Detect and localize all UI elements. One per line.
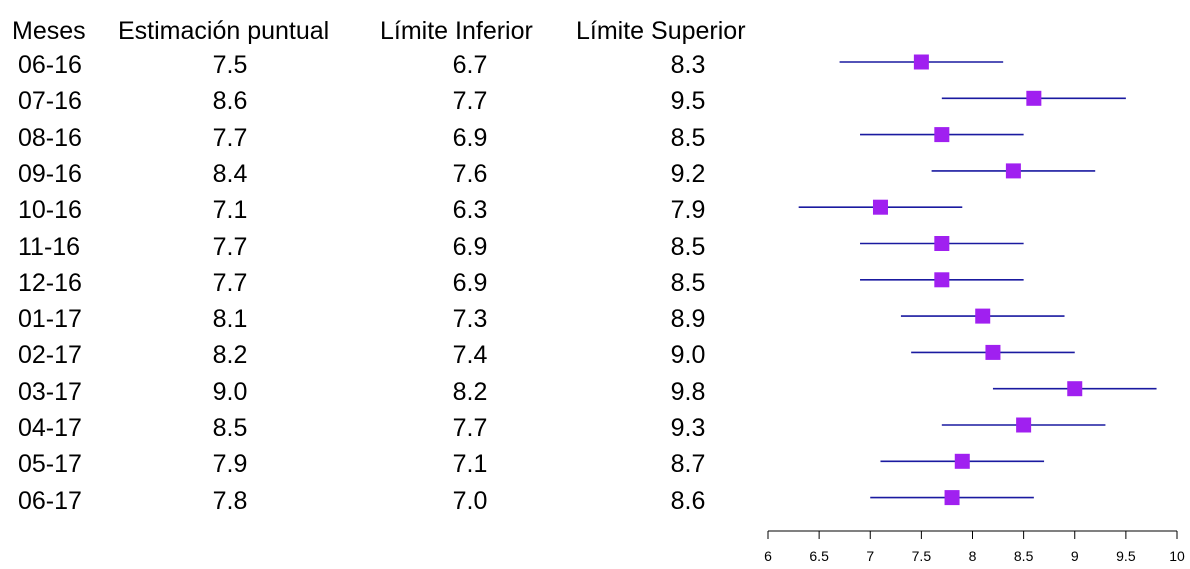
header-lower-limit: Límite Inferior bbox=[380, 17, 533, 45]
row-lower-limit: 6.7 bbox=[452, 51, 488, 79]
row-lower-limit: 7.4 bbox=[452, 341, 488, 369]
row-upper-limit: 8.5 bbox=[670, 233, 706, 261]
row-point-estimate: 7.8 bbox=[212, 487, 248, 515]
row-month: 09-16 bbox=[18, 160, 82, 188]
x-tick-label: 6 bbox=[764, 548, 772, 564]
row-month: 05-17 bbox=[18, 450, 82, 478]
x-tick-label: 9 bbox=[1071, 548, 1079, 564]
header-months: Meses bbox=[12, 17, 86, 45]
row-point-estimate: 7.5 bbox=[212, 51, 248, 79]
point-estimate-marker bbox=[913, 54, 929, 70]
row-lower-limit: 7.7 bbox=[452, 87, 488, 115]
point-estimate-marker bbox=[872, 199, 888, 215]
row-month: 03-17 bbox=[18, 378, 82, 406]
x-tick-label: 7.5 bbox=[912, 548, 932, 564]
row-lower-limit: 6.3 bbox=[452, 196, 488, 224]
row-upper-limit: 8.5 bbox=[670, 124, 706, 152]
row-month: 12-16 bbox=[18, 269, 82, 297]
point-estimate-marker bbox=[1005, 163, 1021, 179]
row-month: 10-16 bbox=[18, 196, 82, 224]
x-tick-label: 7 bbox=[866, 548, 874, 564]
forest-marks bbox=[798, 54, 1157, 506]
row-upper-limit: 9.2 bbox=[670, 160, 706, 188]
x-axis: 6 6.5 7 7.5 8 8.5 9 9.5 10 bbox=[764, 530, 1185, 564]
row-point-estimate: 7.7 bbox=[212, 269, 248, 297]
point-estimate-marker bbox=[1026, 90, 1042, 106]
row-point-estimate: 9.0 bbox=[212, 378, 248, 406]
row-month: 06-17 bbox=[18, 487, 82, 515]
row-month: 02-17 bbox=[18, 341, 82, 369]
point-estimate-marker bbox=[985, 344, 1001, 360]
point-estimate-marker bbox=[975, 308, 991, 324]
row-upper-limit: 9.3 bbox=[670, 414, 706, 442]
point-estimate-marker bbox=[934, 236, 950, 251]
row-upper-limit: 9.0 bbox=[670, 341, 706, 369]
x-tick-label: 10 bbox=[1169, 548, 1185, 564]
row-lower-limit: 7.1 bbox=[452, 450, 488, 478]
row-lower-limit: 6.9 bbox=[452, 124, 488, 152]
row-month: 06-16 bbox=[18, 51, 82, 79]
x-tick-label: 9.5 bbox=[1116, 548, 1136, 564]
row-month: 01-17 bbox=[18, 305, 82, 333]
row-lower-limit: 7.7 bbox=[452, 414, 488, 442]
row-point-estimate: 7.7 bbox=[212, 124, 248, 152]
row-lower-limit: 7.3 bbox=[452, 305, 488, 333]
row-upper-limit: 7.9 bbox=[670, 196, 706, 224]
x-tick-label: 8 bbox=[969, 548, 977, 564]
row-point-estimate: 8.5 bbox=[212, 414, 248, 442]
row-point-estimate: 8.1 bbox=[212, 305, 248, 333]
row-point-estimate: 8.6 bbox=[212, 87, 248, 115]
row-lower-limit: 6.9 bbox=[452, 233, 488, 261]
row-lower-limit: 7.6 bbox=[452, 160, 488, 188]
row-month: 11-16 bbox=[18, 233, 81, 261]
point-estimate-marker bbox=[1067, 381, 1083, 397]
row-upper-limit: 9.8 bbox=[670, 378, 706, 406]
row-lower-limit: 8.2 bbox=[452, 378, 488, 406]
row-lower-limit: 7.0 bbox=[452, 487, 488, 515]
row-upper-limit: 8.9 bbox=[670, 305, 706, 333]
row-point-estimate: 7.1 bbox=[212, 196, 248, 224]
row-point-estimate: 7.9 bbox=[212, 450, 248, 478]
point-estimate-marker bbox=[944, 490, 960, 506]
point-estimate-marker bbox=[934, 127, 950, 143]
row-month: 04-17 bbox=[18, 414, 82, 442]
point-estimate-marker bbox=[954, 453, 970, 469]
header-upper-limit: Límite Superior bbox=[576, 17, 746, 45]
row-upper-limit: 8.5 bbox=[670, 269, 706, 297]
row-month: 07-16 bbox=[18, 87, 82, 115]
x-tick-label: 6.5 bbox=[809, 548, 829, 564]
row-point-estimate: 7.7 bbox=[212, 233, 248, 261]
point-estimate-marker bbox=[934, 272, 950, 288]
point-estimate-marker bbox=[1016, 417, 1032, 433]
row-month: 08-16 bbox=[18, 124, 82, 152]
row-point-estimate: 8.2 bbox=[212, 341, 248, 369]
row-upper-limit: 9.5 bbox=[670, 87, 706, 115]
x-tick-label: 8.5 bbox=[1014, 548, 1034, 564]
header-point-estimate: Estimación puntual bbox=[118, 17, 330, 45]
row-lower-limit: 6.9 bbox=[452, 269, 488, 297]
row-upper-limit: 8.6 bbox=[670, 487, 706, 515]
row-point-estimate: 8.4 bbox=[212, 160, 248, 188]
row-upper-limit: 8.3 bbox=[670, 51, 706, 79]
row-upper-limit: 8.7 bbox=[670, 450, 706, 478]
